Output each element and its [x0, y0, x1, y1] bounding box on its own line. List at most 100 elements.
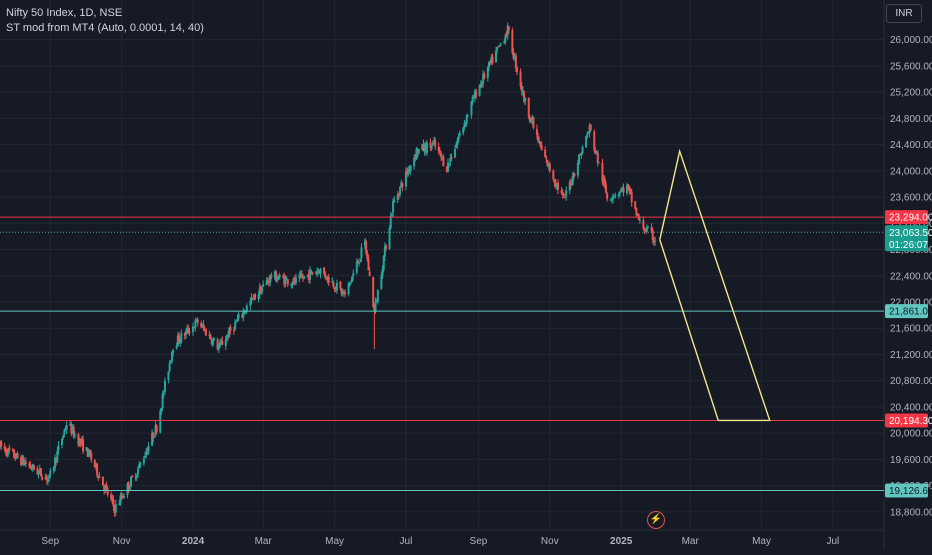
legend-title[interactable]: Nifty 50 Index, 1D, NSE — [6, 7, 123, 19]
candle-body — [335, 282, 338, 291]
candle-body — [635, 207, 638, 215]
candle-body — [505, 35, 508, 37]
candle-body — [627, 184, 630, 188]
candle-body — [431, 142, 434, 146]
candle-body — [595, 152, 598, 154]
lightning-icon[interactable]: ⚡ — [647, 511, 665, 529]
candle-body — [324, 272, 327, 278]
candle-body — [571, 180, 574, 184]
level-price-label: 19,126.60 — [889, 486, 932, 497]
candle-body — [151, 433, 154, 446]
candle-body — [445, 166, 448, 172]
candle-body — [31, 464, 34, 469]
candle-body — [507, 26, 510, 30]
candle-body — [636, 214, 639, 216]
candle-body — [647, 227, 650, 229]
candle-body — [650, 227, 653, 232]
candle-body — [145, 451, 148, 456]
candle-body — [310, 270, 313, 272]
candle-body — [479, 83, 482, 87]
candle-body — [87, 449, 90, 457]
candle-body — [457, 136, 460, 141]
candle-body — [307, 273, 310, 280]
candle-body — [589, 124, 592, 131]
candle-body — [21, 456, 24, 465]
candle-body — [347, 283, 350, 294]
candle-body — [228, 327, 231, 338]
candle-body — [316, 271, 319, 274]
candle-body — [613, 195, 616, 197]
candle-body — [429, 142, 432, 148]
candle-body — [180, 333, 183, 343]
candle-body — [303, 276, 306, 279]
candle-body — [72, 427, 75, 437]
candle-body — [177, 334, 180, 343]
projection-path[interactable] — [659, 148, 771, 422]
candle-body — [188, 331, 191, 333]
currency-button[interactable]: INR — [886, 4, 922, 23]
candle-body — [135, 475, 138, 478]
candle-body — [471, 96, 474, 103]
candle-body — [24, 461, 27, 464]
candle-body — [90, 453, 93, 460]
candle-body — [530, 120, 533, 122]
candle-body — [523, 91, 526, 102]
candle-body — [503, 41, 506, 44]
time-tick-label: Mar — [682, 536, 700, 547]
candle-body — [225, 335, 228, 340]
candle-body — [478, 85, 481, 96]
candle-body — [319, 268, 322, 274]
candle-body — [276, 279, 279, 281]
candle-body — [454, 149, 457, 158]
candle-body — [603, 178, 606, 186]
candle-body — [430, 145, 433, 149]
candle-body — [278, 274, 281, 278]
candle-body — [602, 179, 605, 183]
candle-body — [0, 441, 3, 447]
candle-body — [314, 273, 317, 275]
chart-legend: Nifty 50 Index, 1D, NSE ST mod from MT4 … — [6, 6, 204, 36]
candle-body — [414, 157, 417, 159]
candle-body — [341, 291, 344, 294]
candle-body — [601, 162, 604, 182]
candle-body — [153, 436, 156, 438]
level-price-label: 21,861.00 — [889, 307, 932, 318]
candle-body — [437, 146, 440, 152]
candle-body — [243, 312, 246, 314]
candle-body — [268, 280, 271, 283]
candle-body — [209, 335, 212, 340]
candle-body — [540, 145, 543, 151]
candle-body — [393, 199, 396, 203]
price-axis[interactable] — [884, 0, 932, 550]
candle-body — [552, 170, 555, 180]
candle-body — [121, 496, 124, 498]
candle-body — [548, 163, 551, 172]
candle-body — [71, 426, 74, 434]
candle-body — [32, 465, 35, 470]
time-tick-label: May — [325, 536, 344, 547]
candle-body — [621, 187, 624, 189]
candle-body — [376, 289, 379, 302]
candle-body — [342, 290, 345, 294]
candle-body — [470, 101, 473, 116]
candle-body — [273, 271, 276, 278]
candle-body — [309, 270, 311, 280]
candle-body — [425, 142, 428, 153]
candle-body — [211, 339, 214, 345]
time-tick-label: Nov — [113, 536, 131, 547]
last-price-tag — [885, 225, 928, 252]
candle-body — [580, 153, 583, 156]
time-tick-label: May — [752, 536, 771, 547]
candle-body — [340, 288, 343, 295]
candle-body — [519, 71, 522, 87]
price-tick-label: 24,000.00 — [890, 166, 932, 177]
candle-body — [565, 190, 568, 197]
legend-indicator[interactable]: ST mod from MT4 (Auto, 0.0001, 14, 40) — [6, 22, 204, 34]
candle-body — [359, 258, 362, 263]
candle-body — [511, 30, 514, 53]
candle-body — [147, 446, 150, 452]
candle-body — [270, 275, 273, 278]
candle-body — [513, 56, 516, 58]
